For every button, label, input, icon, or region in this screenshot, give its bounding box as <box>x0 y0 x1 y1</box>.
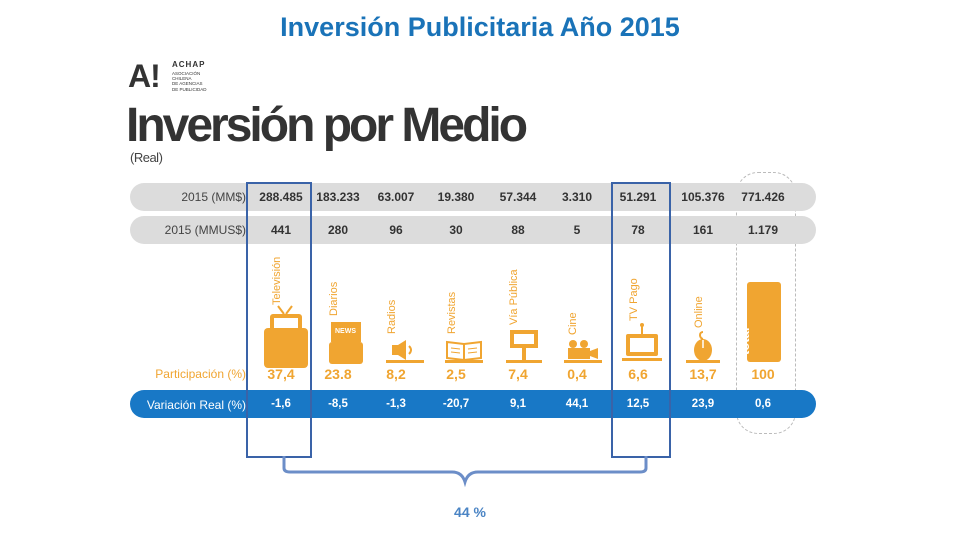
cell-mmus: 30 <box>449 223 463 237</box>
cell-mmus: 88 <box>511 223 525 237</box>
cell-mm: 288.485 <box>259 190 303 204</box>
row-mm-background <box>130 183 816 211</box>
billboard-icon <box>506 330 542 363</box>
tv-icon <box>264 305 308 368</box>
cell-participation: 100 <box>751 366 775 382</box>
cell-participation: 7,4 <box>508 366 528 382</box>
row-mmus-background <box>130 216 816 244</box>
svg-text:NEWS: NEWS <box>335 328 356 335</box>
cell-mmus: 441 <box>270 223 292 237</box>
row-label-mm: 2015 (MM$) <box>181 190 246 204</box>
cell-participation: 23.8 <box>324 366 352 382</box>
highlight-bracket <box>282 456 648 488</box>
row-label-mmus: 2015 (MMUS$) <box>164 223 246 237</box>
mouse-icon <box>686 331 720 363</box>
cell-participation: 0,4 <box>567 366 587 382</box>
row-label-variation: Variación Real (%) <box>146 398 246 412</box>
newspaper-icon: NEWS <box>329 322 363 364</box>
pay-tv-icon <box>622 323 662 361</box>
cell-mmus: 5 <box>573 223 581 237</box>
total-box <box>747 282 781 362</box>
cell-participation: 6,6 <box>628 366 648 382</box>
highlight-box-television <box>246 182 312 458</box>
magazine-icon <box>445 340 483 363</box>
slide-title: Inversión Publicitaria Año 2015 <box>280 12 680 42</box>
cell-mm: 183.233 <box>316 190 360 204</box>
main-heading: Inversión por Medio <box>126 99 528 152</box>
cell-variation: -20,7 <box>442 398 470 410</box>
media-label: Online <box>693 296 705 328</box>
cell-mm: 51.291 <box>619 190 657 204</box>
highlight-box-tv-pago <box>611 182 671 458</box>
logo-subtitle-line: DE PUBLICIDAD <box>172 86 207 92</box>
row-variation-background <box>130 390 816 418</box>
cell-variation: 9,1 <box>510 398 526 410</box>
cell-mmus: 96 <box>389 223 403 237</box>
cell-variation: 44,1 <box>565 398 589 410</box>
achap-logo-name: ACHAP <box>172 60 206 69</box>
media-label: Diarios <box>328 281 340 316</box>
cell-mm: 771.426 <box>741 190 785 204</box>
cell-mm: 63.007 <box>377 190 415 204</box>
logo-subtitle-line: ASOCIACIÓN <box>172 71 201 76</box>
total-label: total <box>737 327 752 355</box>
film-camera-icon <box>564 340 602 363</box>
cell-mmus: 1.179 <box>747 223 779 237</box>
cell-mm: 19.380 <box>437 190 475 204</box>
cell-mmus: 161 <box>692 223 714 237</box>
cell-participation: 2,5 <box>446 366 466 382</box>
cell-mm: 3.310 <box>561 190 593 204</box>
media-label: Cine <box>567 312 579 335</box>
cell-mm: 57.344 <box>499 190 537 204</box>
cell-participation: 13,7 <box>689 366 717 382</box>
logo-subtitle-line: DE AGENCIAS <box>172 81 203 87</box>
radio-speaker-icon <box>386 340 424 363</box>
achap-logo-mark: A! <box>128 58 161 94</box>
cell-variation: -1,6 <box>271 398 291 410</box>
cell-variation: -8,5 <box>328 398 348 410</box>
cell-variation: 23,9 <box>691 398 715 410</box>
cell-participation: 8,2 <box>386 366 406 382</box>
cell-variation: 0,6 <box>755 398 771 410</box>
highlight-percent: 44 % <box>454 504 486 520</box>
subheading: (Real) <box>130 150 163 165</box>
cell-variation: -1,3 <box>386 398 406 410</box>
row-label-participation: Participación (%) <box>155 367 246 381</box>
total-column-outline <box>736 172 796 434</box>
achap-logo-subtitle: ASOCIACIÓN CHILENA DE AGENCIAS DE PUBLIC… <box>172 71 232 92</box>
media-label: Radios <box>386 299 398 334</box>
cell-mmus: 78 <box>631 223 645 237</box>
cell-variation: 12,5 <box>626 398 650 410</box>
logo-subtitle-line: CHILENA <box>172 76 192 82</box>
media-label: Revistas <box>446 291 458 334</box>
cell-mmus: 280 <box>327 223 349 237</box>
media-label: Vía Pública <box>508 269 520 325</box>
cell-mm: 105.376 <box>681 190 725 204</box>
cell-participation: 37,4 <box>267 366 295 382</box>
